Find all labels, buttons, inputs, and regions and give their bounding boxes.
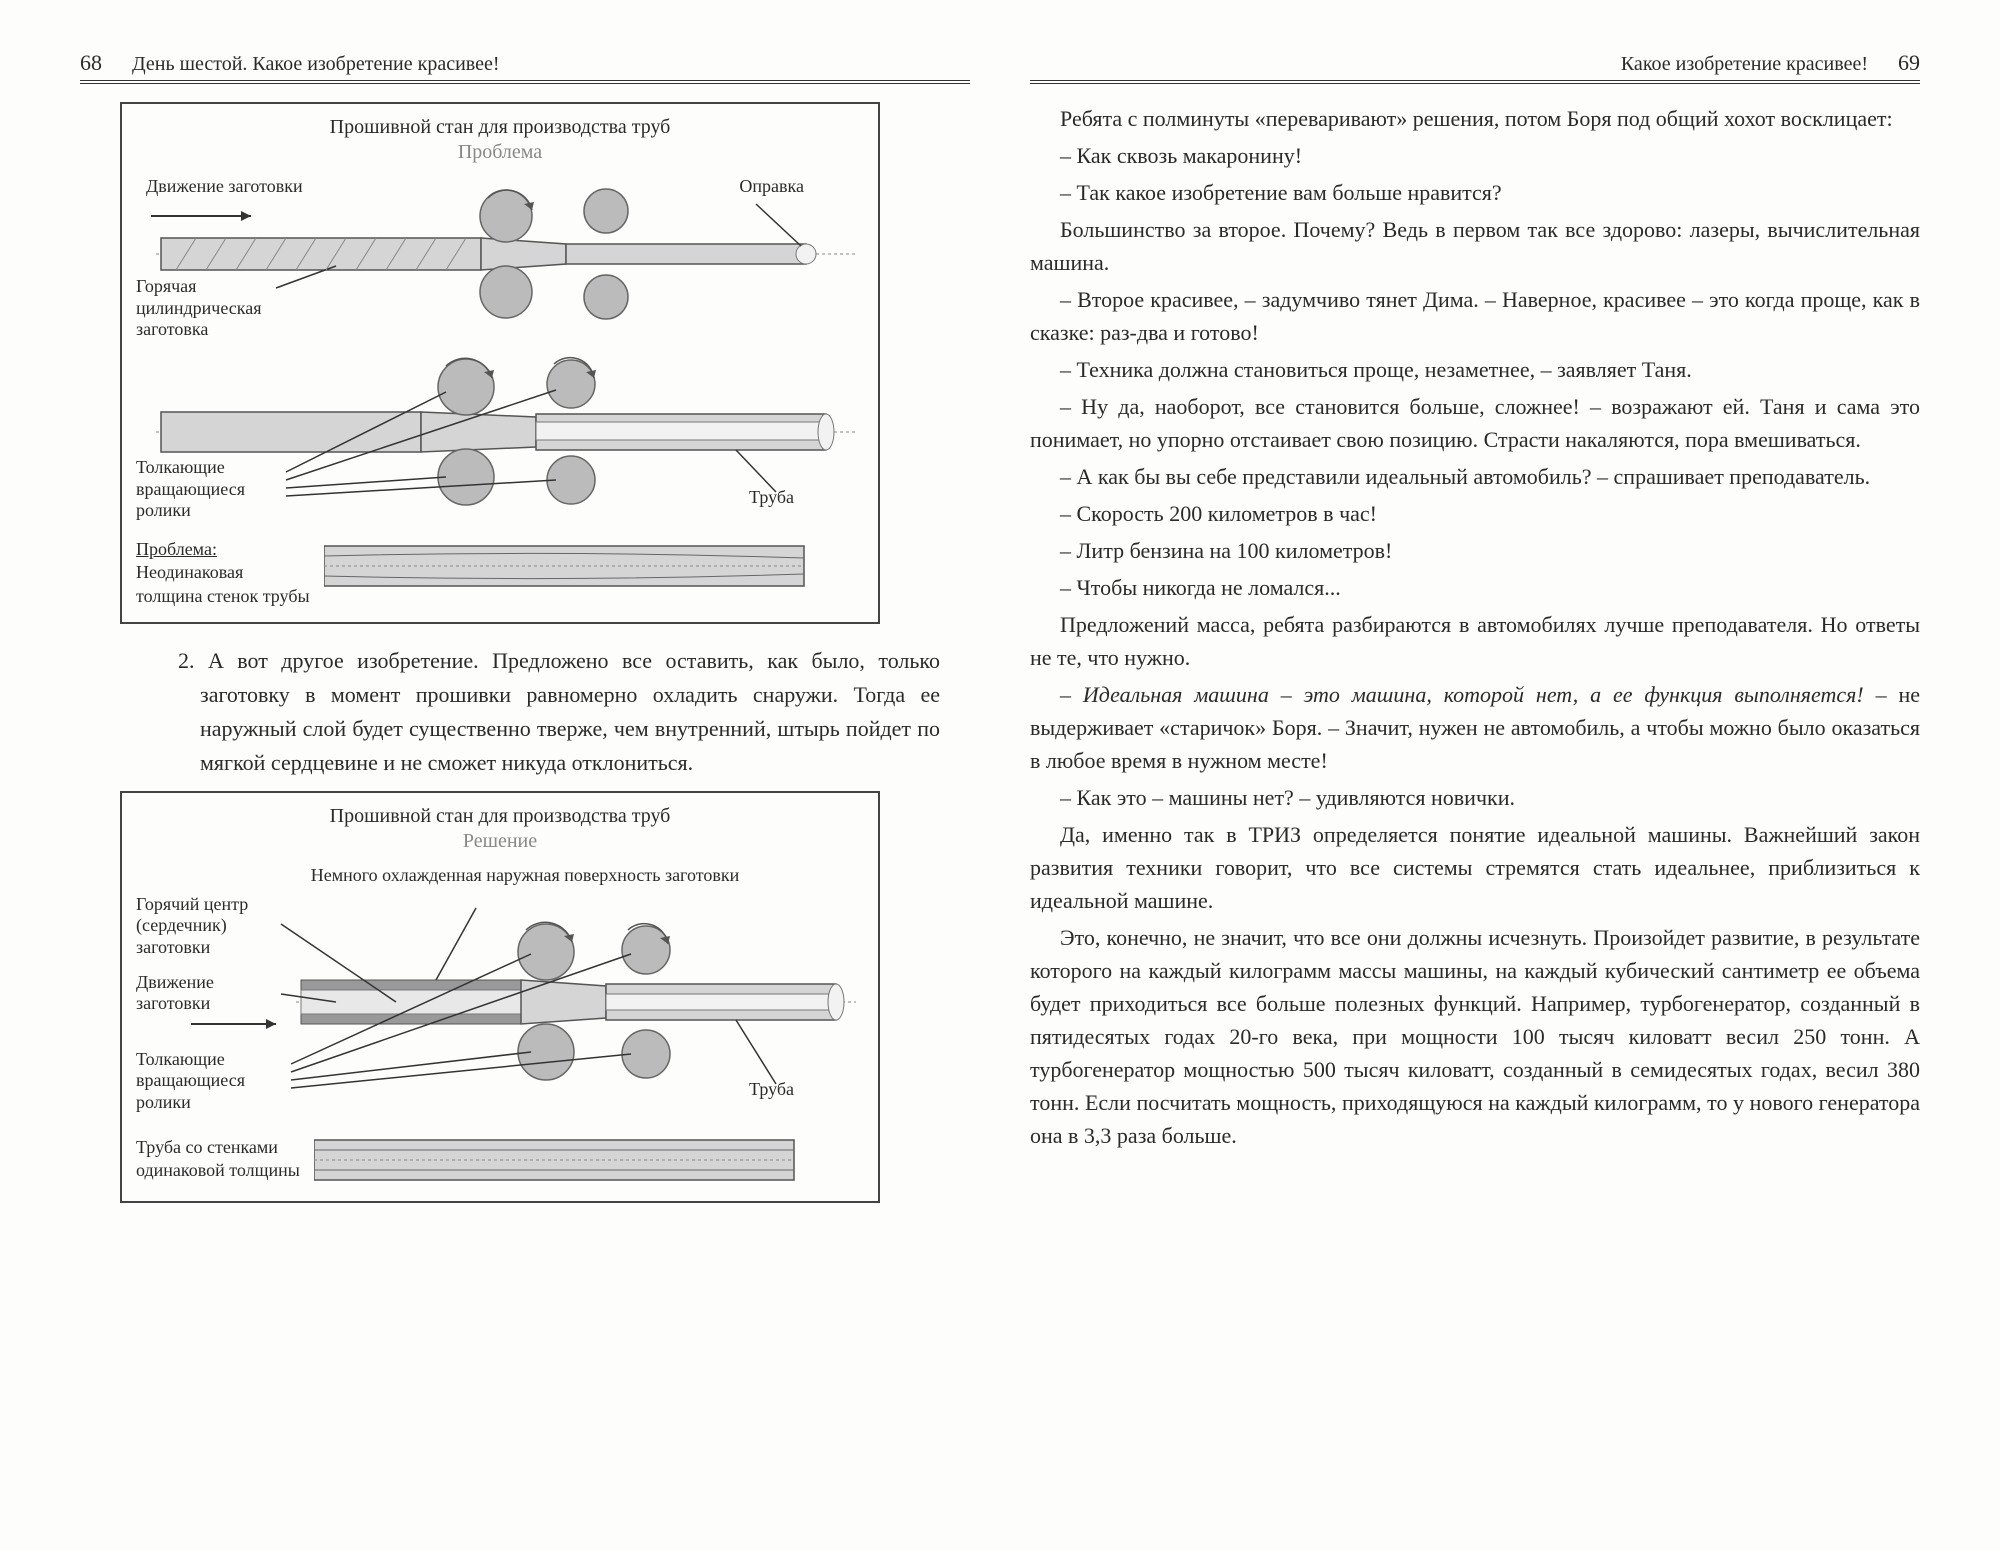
rp-1: – Как сквозь макаронину!	[1030, 139, 1920, 172]
rp-3: Большинство за второе. Почему? Ведь в пе…	[1030, 213, 1920, 279]
rp-7: – А как бы вы себе представили идеальный…	[1030, 460, 1920, 493]
fig2-result-row: Труба со стенками одинаковой толщины	[136, 1132, 864, 1187]
label-hotcenter2: (сердечник)	[136, 915, 227, 935]
prob-title: Проблема:	[136, 539, 217, 559]
fig2-result-text: Труба со стенками одинаковой толщины	[136, 1136, 300, 1183]
label-motion1: Движение	[136, 972, 214, 992]
label-rollers3: ролики	[136, 500, 191, 520]
rp-13: – Как это – машины нет? – удивляются нов…	[1030, 781, 1920, 814]
label-hot3: заготовка	[136, 319, 208, 339]
prob-line2: толщина стенок трубы	[136, 586, 310, 606]
label-mandrel: Оправка	[739, 176, 804, 198]
fig1-diagram-top: Движение заготовки Оправка Горячая цилин…	[136, 176, 864, 336]
figure-2-solution: Прошивной стан для производства труб Реш…	[120, 791, 880, 1203]
figure-1-problem: Прошивной стан для производства труб Про…	[120, 102, 880, 624]
rp-11: Предложений масса, ребята разбираются в …	[1030, 608, 1920, 674]
rp-0: Ребята с полминуты «переваривают» решени…	[1030, 102, 1920, 135]
label-motion: Движение заготовки	[146, 176, 303, 198]
fig2-subtitle: Решение	[136, 830, 864, 853]
fig1-subtitle: Проблема	[136, 141, 864, 164]
rp-2: – Так какое изобретение вам больше нрави…	[1030, 176, 1920, 209]
rp-15: Это, конечно, не значит, что все они дол…	[1030, 921, 1920, 1152]
right-page: Какое изобретение красивее! 69 Ребята с …	[1000, 50, 1950, 1511]
label-rollers2-2: вращающиеся	[136, 1070, 245, 1090]
label-rollers2: вращающиеся	[136, 479, 245, 499]
prob-line1: Неодинаковая	[136, 562, 243, 582]
fig1-title: Прошивной стан для производства труб	[136, 116, 864, 139]
header-text-right: Какое изобретение красивее!	[1621, 53, 1868, 76]
label-rollers2-1: Толкающие	[136, 1049, 225, 1069]
rp-9: – Литр бензина на 100 километров!	[1030, 534, 1920, 567]
page-number-left: 68	[80, 50, 102, 76]
page-header-left: 68 День шестой. Какое изобретение красив…	[80, 50, 970, 84]
label-tube: Труба	[749, 487, 794, 509]
fig1-problem-text: Проблема: Неодинаковая толщина стенок тр…	[136, 538, 310, 608]
res-line2: одинаковой толщины	[136, 1160, 300, 1180]
label-hotcenter1: Горячий центр	[136, 894, 248, 914]
header-text-left: День шестой. Какое изобретение красивее!	[132, 53, 970, 76]
label-hot2: цилиндрическая	[136, 298, 262, 318]
label-tube2: Труба	[749, 1079, 794, 1101]
fig1-problem-tube	[324, 538, 864, 593]
fig2-title: Прошивной стан для производства труб	[136, 805, 864, 828]
fig1-diagram-bottom: Толкающие вращающиеся ролики Труба	[136, 352, 864, 522]
rp-4: – Второе красивее, – задумчиво тянет Дим…	[1030, 283, 1920, 349]
rp-8: – Скорость 200 километров в час!	[1030, 497, 1920, 530]
rp-5: – Техника должна становиться проще, неза…	[1030, 353, 1920, 386]
rp-14: Да, именно так в ТРИЗ определяется понят…	[1030, 818, 1920, 917]
page-header-right: Какое изобретение красивее! 69	[1030, 50, 1920, 84]
label-hotcenter3: заготовки	[136, 937, 210, 957]
fig1-problem-row: Проблема: Неодинаковая толщина стенок тр…	[136, 538, 864, 608]
rp-6: – Ну да, наоборот, все становится больше…	[1030, 390, 1920, 456]
label-cooled: Немного охлажденная наружная поверхность…	[186, 865, 864, 886]
label-rollers2-3: ролики	[136, 1092, 191, 1112]
res-line1: Труба со стенками	[136, 1137, 278, 1157]
paragraph-2: 2. А вот другое изобретение. Предложено …	[130, 644, 940, 780]
left-page: 68 День шестой. Какое изобретение красив…	[50, 50, 1000, 1511]
rp-10: – Чтобы никогда не ломался...	[1030, 571, 1920, 604]
rp-italic: – Идеальная машина – это машина, которой…	[1030, 678, 1920, 777]
fig2-result-tube	[314, 1132, 864, 1187]
label-rollers1: Толкающие	[136, 457, 225, 477]
page-number-right: 69	[1898, 50, 1920, 76]
fig2-diagram: Горячий центр (сердечник) заготовки Движ…	[136, 894, 864, 1114]
label-motion2: заготовки	[136, 993, 210, 1013]
label-hot1: Горячая	[136, 276, 196, 296]
